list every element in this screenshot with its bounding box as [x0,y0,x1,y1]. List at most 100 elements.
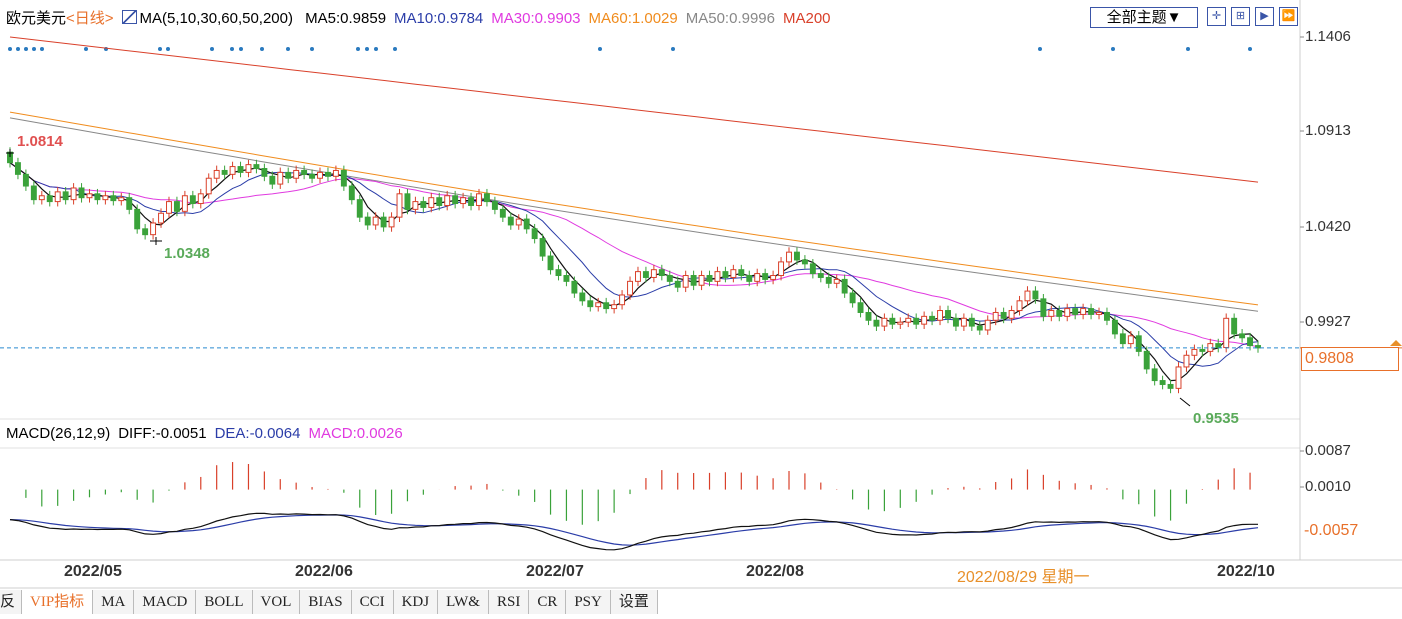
candle-body-138 [1104,311,1110,321]
candle-body-60 [483,193,490,203]
candle-body-79 [635,271,641,282]
low1-marker-icon [150,237,162,245]
candle-body-10 [86,193,93,199]
candle-body-154 [1231,317,1238,335]
candle-body-11 [94,193,101,201]
tab-7[interactable]: CCI [351,590,394,614]
compare-icon[interactable]: ⊞ [1231,7,1250,26]
candle-body-131 [1048,310,1055,317]
candle-body-118 [945,310,951,319]
candle-body-62 [499,208,506,218]
candle-body-77 [619,294,626,306]
candle-body-109 [873,319,880,327]
tab-12[interactable]: PSY [566,590,611,614]
candle-body-155 [1239,333,1246,339]
candle-body-73 [587,300,594,308]
candle-body-145 [1159,380,1166,385]
candle-body-56 [452,195,459,205]
macd-definition[interactable]: MACD(26,12,9) [6,425,111,442]
high-annotation: 1.0814 [17,133,63,150]
candle-body-128 [1024,290,1031,302]
ma-value-0: MA5:0.9859 [305,10,387,27]
signal-dot-22 [1111,47,1115,51]
ma-values: MA5:0.9859 MA10:0.9784 MA30:0.9903 MA60:1.0… [305,10,838,27]
candle-body-35 [285,171,292,179]
signal-dot-5 [84,47,88,51]
candle-body-135 [1080,308,1087,315]
play-icon[interactable]: ▶ [1255,7,1274,26]
candle-body-103 [825,276,832,284]
candle-body-40 [324,171,331,177]
candle-body-64 [515,218,522,226]
signal-dot-19 [598,47,602,51]
tab-1[interactable]: VIP指标 [22,590,94,614]
signal-dot-16 [365,47,369,51]
candle-body-108 [865,311,872,321]
candle-body-99 [793,251,800,261]
candle-body-66 [531,228,538,240]
candle-body-27 [221,169,228,175]
macd-value: MACD:0.0026 [308,425,403,442]
ma-value-5: MA200 [782,10,831,27]
candle-body-18 [150,222,157,236]
candle-body-14 [118,197,125,202]
candle-body-104 [833,278,840,284]
candle-body-24 [197,193,204,205]
candle-body-55 [444,195,451,206]
tab-8[interactable]: KDJ [393,590,439,614]
candle-body-147 [1175,366,1182,389]
ma-definition[interactable]: MA(5,10,30,60,50,200) [139,10,293,27]
ma60-line [9,111,1259,306]
main-header: 欧元美元<日线> MA(5,10,30,60,50,200) MA5:0.9859… [6,7,847,28]
candle-body-74 [595,302,602,308]
ma-value-4: MA50:0.9996 [685,10,775,27]
x-label-jun: 2022/06 [295,563,353,580]
diff-line [9,512,1258,551]
macd-tick-2: 0.0010 [1305,478,1351,495]
candle-body-72 [579,292,586,302]
candle-body-133 [1064,308,1071,317]
tab-9[interactable]: LW& [438,590,489,614]
tab-2[interactable]: MA [93,590,135,614]
period-label[interactable]: <日线> [66,10,114,27]
candle-body-36 [293,169,300,179]
price-tick-2: 1.0913 [1305,122,1351,139]
candle-body-59 [476,193,482,206]
tab-0[interactable]: 反 [0,590,23,614]
candle-body-33 [269,175,276,185]
candle-body-42 [340,169,347,187]
candle-body-76 [611,304,618,310]
indicator-tabs: 反 VIP指标 MA MACD BOLL VOL BIAS CCI KDJ LW& RSI CR PSY… [0,590,658,614]
candle-body-148 [1183,354,1190,368]
symbol-name[interactable]: 欧元美元 [6,10,67,27]
candle-body-125 [1000,311,1007,319]
candle-body-87 [698,275,705,286]
candle-body-75 [603,302,610,310]
signal-dot-14 [310,47,314,51]
candle-body-9 [78,187,85,199]
signal-dot-20 [671,47,675,51]
tab-10[interactable]: RSI [488,590,530,614]
crosshair-icon[interactable]: ✛ [1207,7,1226,26]
tab-5[interactable]: VOL [252,590,301,614]
tab-4[interactable]: BOLL [196,590,253,614]
tab-11[interactable]: CR [529,590,567,614]
candle-body-47 [380,216,387,228]
ma10-line [9,162,1259,367]
ma-indicator-icon[interactable] [121,10,137,24]
tab-13[interactable]: 设置 [610,590,658,614]
tab-6[interactable]: BIAS [300,590,352,614]
x-label-aug: 2022/08 [746,563,804,580]
theme-dropdown-button[interactable]: 全部主题▼ [1090,7,1198,28]
candle-body-31 [253,164,260,170]
candle-body-93 [746,275,753,282]
macd-header: MACD(26,12,9) DIFF:-0.0051 DEA:-0.0064 MACD… [6,425,411,442]
tab-3[interactable]: MACD [134,590,197,614]
candle-body-34 [277,171,284,185]
candle-body-113 [905,317,912,323]
candle-body-46 [372,216,379,226]
forward-icon[interactable]: ⏩ [1279,7,1298,26]
candle-body-119 [952,317,959,327]
candle-body-152 [1215,343,1222,348]
